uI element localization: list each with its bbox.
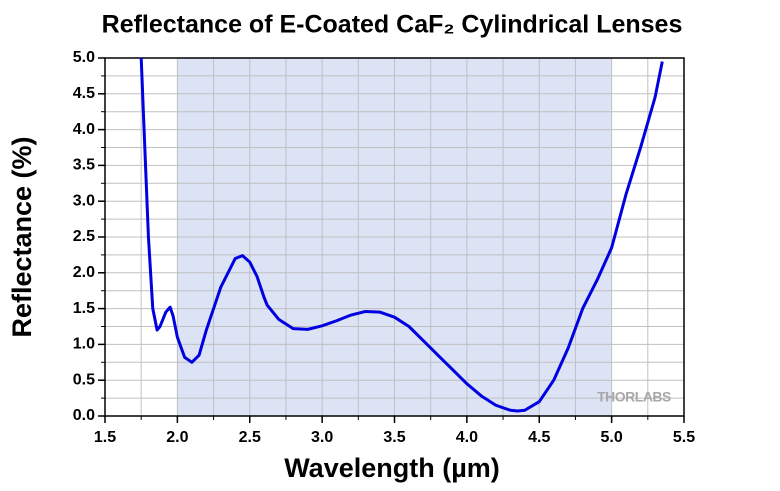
y-tick-label: 3.5 xyxy=(73,157,95,174)
plot-area xyxy=(139,58,664,413)
x-tick-label: 3.5 xyxy=(383,429,405,446)
y-tick-label: 2.5 xyxy=(73,228,95,245)
y-tick-label: 0.5 xyxy=(73,371,95,388)
x-tick-label: 1.5 xyxy=(94,429,116,446)
x-tick-label: 4.5 xyxy=(528,429,550,446)
y-axis-label: Reflectance (%) xyxy=(7,136,37,337)
y-tick-label: 5.0 xyxy=(73,49,95,66)
x-tick-label: 2.5 xyxy=(239,429,261,446)
x-axis-label: Wavelength (µm) xyxy=(284,453,500,483)
watermark: THORLABS xyxy=(597,389,671,405)
data-line xyxy=(139,58,664,413)
y-tick-label: 1.0 xyxy=(73,336,95,353)
x-tick-label: 4.0 xyxy=(456,429,478,446)
y-tick-label: 4.0 xyxy=(73,121,95,138)
y-tick-label: 2.0 xyxy=(73,264,95,281)
x-tick-label: 2.0 xyxy=(166,429,188,446)
x-tick-label: 3.0 xyxy=(311,429,333,446)
x-tick-label: 5.0 xyxy=(601,429,623,446)
x-tick-label: 5.5 xyxy=(673,429,695,446)
y-tick-label: 0.0 xyxy=(73,407,95,424)
y-tick-label: 4.5 xyxy=(73,85,95,102)
chart-title: Reflectance of E-Coated CaF₂ Cylindrical… xyxy=(102,11,683,39)
plot-frame xyxy=(104,57,685,417)
y-tick-label: 3.0 xyxy=(73,192,95,209)
y-tick-label: 1.5 xyxy=(73,300,95,317)
